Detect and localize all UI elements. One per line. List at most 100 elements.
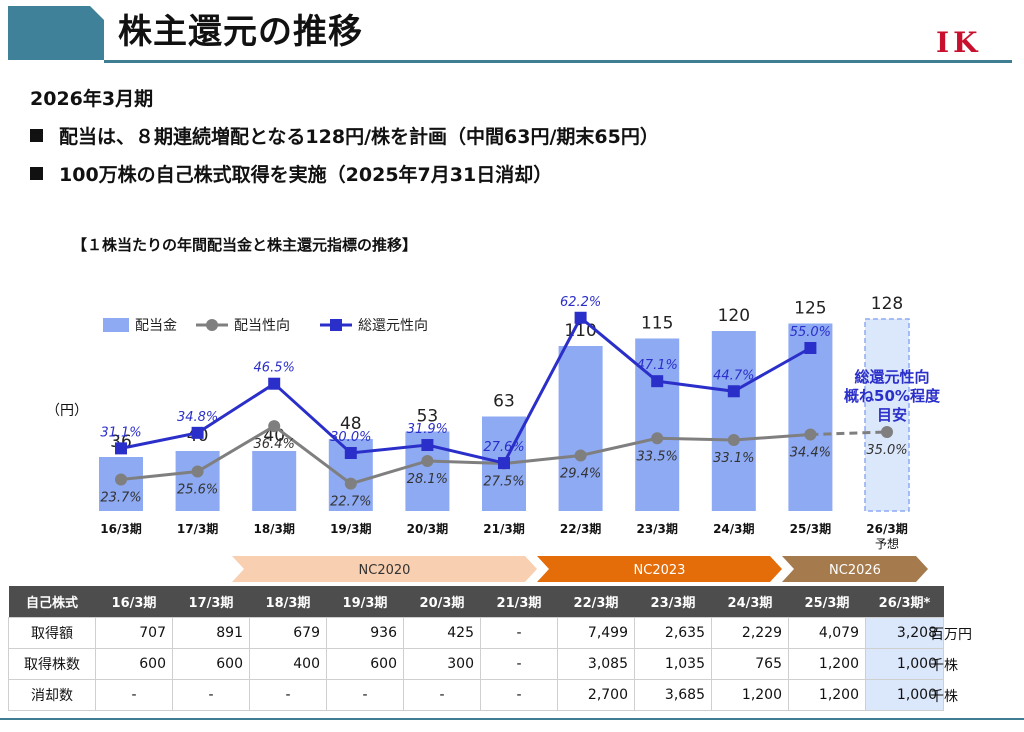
table-row: 取得額 707 891 679 936 425-7,499 2,635 2,229 4,079 3… xyxy=(8,616,944,649)
table-column-header: 16/3期 xyxy=(95,586,173,617)
table-cell: 1,200 xyxy=(788,647,866,680)
table-cell: 1,035 xyxy=(634,647,712,680)
legend-payout-marker xyxy=(206,319,218,331)
table-row: 取得株数 600 600 400 600 300-3,085 1,035 765 1,200 1,… xyxy=(8,647,944,680)
table-column-header: 24/3期 xyxy=(711,586,789,617)
table-cell: 600 xyxy=(326,647,404,680)
table-cell: 1,000 xyxy=(865,647,944,680)
table-cell: - xyxy=(480,647,558,680)
category-label: 17/3期 xyxy=(177,521,218,536)
payout-ratio-point xyxy=(268,420,281,433)
total-return-ratio-point xyxy=(727,385,740,398)
payout-ratio-label: 29.4% xyxy=(560,467,601,482)
payout-ratio-label: 25.6% xyxy=(177,482,218,497)
total-return-ratio-point xyxy=(804,342,817,354)
table-cell: 765 xyxy=(711,647,789,680)
category-label: 22/3期 xyxy=(560,521,601,536)
table-cell: - xyxy=(480,616,558,649)
table-column-header: 25/3期 xyxy=(788,586,866,617)
table-cell: 3,085 xyxy=(557,647,635,680)
payout-ratio-label: 34.4% xyxy=(790,446,831,461)
phase-segment xyxy=(537,556,782,582)
table-row-label: 取得株数 xyxy=(8,647,96,680)
legend-bar-swatch xyxy=(103,318,129,332)
category-label: 26/3期 xyxy=(866,521,907,536)
payout-ratio-point xyxy=(191,465,204,478)
table-cell: 2,635 xyxy=(634,616,712,649)
category-label: 23/3期 xyxy=(636,521,677,536)
table-column-header: 19/3期 xyxy=(326,586,404,617)
total-return-ratio-point xyxy=(498,457,510,470)
target-annotation-line: 総還元性向 xyxy=(854,368,929,386)
payout-ratio-label: 35.0% xyxy=(866,443,907,458)
total-return-ratio-point xyxy=(574,311,587,324)
legend-total-label: 総還元性向 xyxy=(358,318,428,334)
total-return-ratio-label: 44.7% xyxy=(713,368,754,383)
table-cell: - xyxy=(95,678,173,711)
bar xyxy=(558,346,603,511)
bar-value-label: 120 xyxy=(718,306,750,326)
bullet-text: 配当は、８期連続増配となる128円/株を計画（中間63円/期末65円） xyxy=(59,126,659,148)
category-label: 24/3期 xyxy=(713,521,754,536)
table-column-header: 17/3期 xyxy=(172,586,250,617)
phase-label: NC2023 xyxy=(634,563,686,578)
bullet-square-icon xyxy=(30,167,43,180)
category-label: 18/3期 xyxy=(253,521,294,536)
bullet-buyback: 100万株の自己株式取得を実施（2025年7月31日消却） xyxy=(30,160,552,187)
table-cell: 3,685 xyxy=(634,678,712,711)
table-header-row: 自己株式 16/3期 17/3期 18/3期 19/3期 20/3期 21/3期 22/3期 2… xyxy=(8,586,944,617)
table-cell: 7,499 xyxy=(557,616,635,649)
category-label: 16/3期 xyxy=(100,521,141,536)
bar xyxy=(175,451,220,511)
total-return-ratio-point xyxy=(115,442,127,455)
total-return-ratio-point xyxy=(651,375,664,388)
bullet-dividend: 配当は、８期連続増配となる128円/株を計画（中間63円/期末65円） xyxy=(30,122,659,149)
table-row-unit: 百万円 xyxy=(930,627,972,643)
table-cell: 1,000 xyxy=(865,678,944,711)
fiscal-period: 2026年3月期 xyxy=(30,88,154,110)
bar-value-label: 115 xyxy=(641,314,673,334)
bar-value-label: 48 xyxy=(340,414,362,434)
payout-ratio-point xyxy=(881,426,893,438)
bullet-square-icon xyxy=(30,129,43,142)
table-cell: 679 xyxy=(249,616,327,649)
table-row-label: 取得額 xyxy=(8,616,96,649)
table-cell: 891 xyxy=(172,616,250,649)
table-body: 取得額 707 891 679 936 425-7,499 2,635 2,229 4,079 3… xyxy=(8,616,944,711)
table-cell: 936 xyxy=(326,616,404,649)
category-sub-label: 予想 xyxy=(875,536,899,551)
payout-ratio-label: 28.1% xyxy=(407,472,448,487)
title-tab-decoration xyxy=(8,6,104,60)
total-return-ratio-point xyxy=(344,447,357,459)
table-cell: 707 xyxy=(95,616,173,649)
target-annotation-line: 概ね50%程度 xyxy=(844,387,941,405)
legend-total-marker xyxy=(330,319,342,331)
bar-value-label: 125 xyxy=(794,299,826,319)
bar xyxy=(252,451,297,511)
page-title: 株主還元の推移 xyxy=(118,12,363,52)
table-column-header: 22/3期 xyxy=(557,586,635,617)
table-cell: 2,700 xyxy=(557,678,635,711)
total-return-ratio-label: 62.2% xyxy=(560,295,601,310)
total-return-ratio-label: 30.0% xyxy=(330,430,371,445)
payout-ratio-point xyxy=(115,473,127,486)
title-rule xyxy=(104,60,1012,63)
table-column-header: 21/3期 xyxy=(480,586,558,617)
category-label: 25/3期 xyxy=(790,521,831,536)
table-row-unit: 千株 xyxy=(930,658,958,674)
total-return-ratio-label: 27.6% xyxy=(483,440,524,455)
y-unit-label: （円） xyxy=(46,403,88,419)
payout-ratio-point xyxy=(804,428,817,441)
bar-value-label: 53 xyxy=(417,407,439,427)
company-logo: IK xyxy=(936,26,982,59)
bullet-text: 100万株の自己株式取得を実施（2025年7月31日消却） xyxy=(59,164,553,186)
phase-label: NC2026 xyxy=(829,563,881,578)
table-column-header: 23/3期 xyxy=(634,586,712,617)
treasury-stock-table: 自己株式 16/3期 17/3期 18/3期 19/3期 20/3期 21/3期 22/3期 2… xyxy=(8,586,944,711)
legend-payout-label: 配当性向 xyxy=(234,318,290,334)
bar-value-label: 128 xyxy=(871,294,903,314)
bar xyxy=(711,331,756,511)
total-return-ratio-label: 46.5% xyxy=(254,361,295,376)
payout-ratio-label: 23.7% xyxy=(100,490,141,505)
table-row-unit: 千株 xyxy=(930,689,958,705)
